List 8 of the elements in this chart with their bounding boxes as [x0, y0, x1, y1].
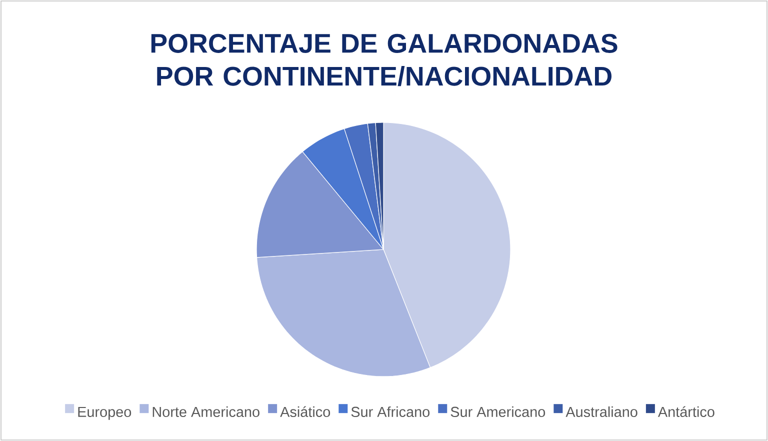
legend-label: Sur Africano — [351, 406, 430, 418]
legend-label: Norte Americano — [152, 406, 260, 418]
legend-label: Asiático — [280, 406, 330, 418]
legend-label: Europeo — [78, 406, 132, 420]
legend-label: Antártico — [658, 406, 714, 418]
legend-label: Australiano — [566, 406, 638, 418]
legend-label: Sur Americano — [450, 406, 546, 418]
chart-title: PORCENTAJE DE GALARDONADAS POR CONTINENTE/NACIONALIDAD — [151, 34, 618, 86]
